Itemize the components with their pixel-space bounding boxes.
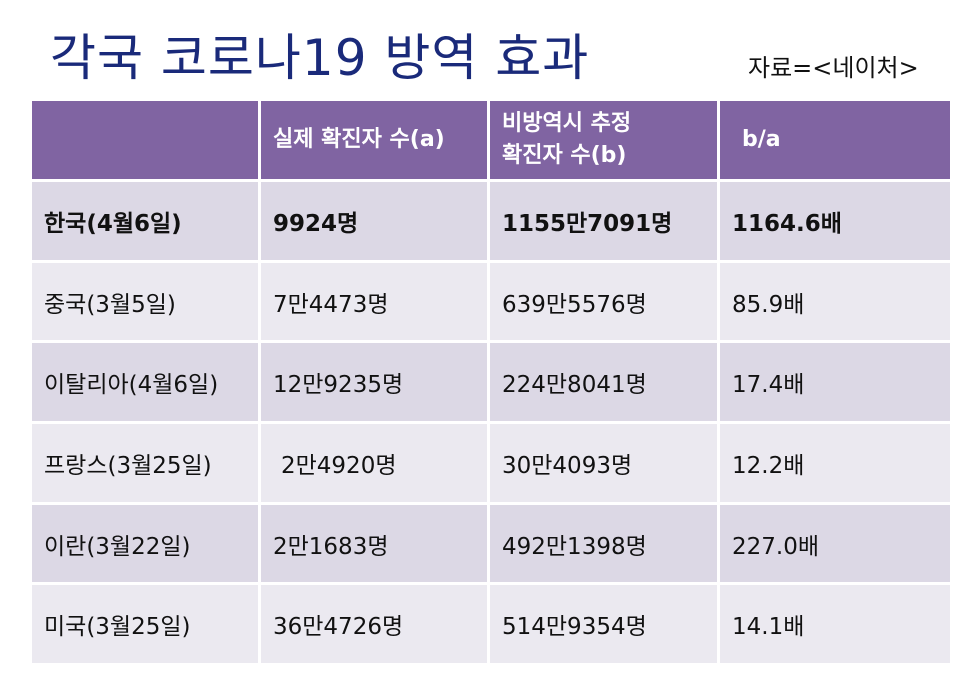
table-cell-actual: 9924명 <box>261 182 490 263</box>
header-cell-empty <box>32 101 261 182</box>
table-cell-actual: 7만4473명 <box>261 263 490 343</box>
table-cell-ratio: 85.9배 <box>720 263 950 343</box>
table-cell-ratio: 12.2배 <box>720 424 950 505</box>
table-cell-country: 프랑스(3월25일) <box>32 424 261 505</box>
table-cell-ratio: 227.0배 <box>720 505 950 585</box>
table-cell-country: 이탈리아(4월6일) <box>32 343 261 424</box>
table-cell-ratio: 17.4배 <box>720 343 950 424</box>
table-cell-actual: 12만9235명 <box>261 343 490 424</box>
table-cell-estimated: 30만4093명 <box>490 424 720 505</box>
table-cell-estimated: 514만9354명 <box>490 585 720 666</box>
table-cell-ratio: 14.1배 <box>720 585 950 666</box>
table-cell-actual: 2만4920명 <box>261 424 490 505</box>
header-cell-ratio: b/a <box>720 101 950 182</box>
table-cell-actual: 2만1683명 <box>261 505 490 585</box>
table-cell-country: 미국(3월25일) <box>32 585 261 666</box>
table-cell-country: 이란(3월22일) <box>32 505 261 585</box>
table-cell-country: 중국(3월5일) <box>32 263 261 343</box>
table-cell-ratio: 1164.6배 <box>720 182 950 263</box>
table-cell-country: 한국(4월6일) <box>32 182 261 263</box>
data-table: 실제 확진자 수(a) 비방역시 추정 확진자 수(b) b/a 한국(4월6일… <box>32 101 950 666</box>
table-cell-estimated: 492만1398명 <box>490 505 720 585</box>
page-title: 각국 코로나19 방역 효과 <box>50 29 590 87</box>
table-cell-actual: 36만4726명 <box>261 585 490 666</box>
table-cell-estimated: 639만5576명 <box>490 263 720 343</box>
table-cell-estimated: 224만8041명 <box>490 343 720 424</box>
source-note: 자료=<네이처> <box>748 54 919 82</box>
header-cell-estimated-cases: 비방역시 추정 확진자 수(b) <box>490 101 720 182</box>
table-cell-estimated: 1155만7091명 <box>490 182 720 263</box>
header-cell-actual-cases: 실제 확진자 수(a) <box>261 101 490 182</box>
